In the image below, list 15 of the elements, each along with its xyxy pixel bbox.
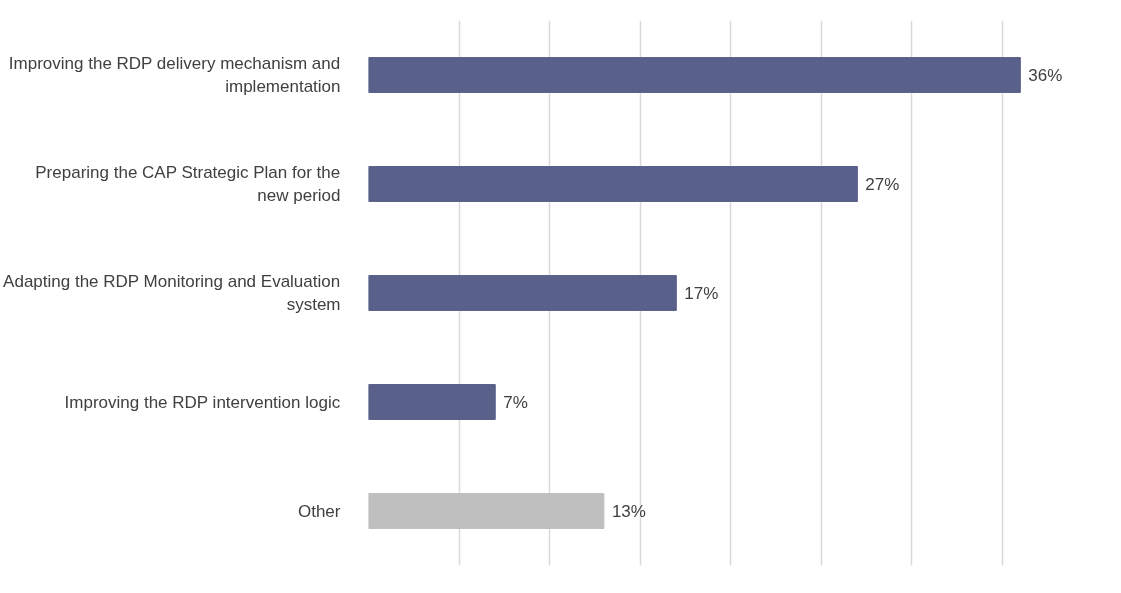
- bar: [368, 57, 1021, 93]
- y-tick-label: Adapting the RDP Monitoring and Evaluation system: [3, 272, 341, 314]
- y-tick-label: Other: [297, 501, 341, 521]
- bar: [368, 166, 858, 202]
- data-label: 13%: [611, 501, 646, 521]
- y-tick-label: Improving the RDP intervention logic: [64, 392, 341, 412]
- data-label: 27%: [865, 174, 900, 194]
- y-tick-label: Preparing the CAP Strategic Plan for the new period: [35, 163, 341, 205]
- bar: [368, 384, 496, 420]
- y-tick-label: Improving the RDP delivery mechanism and implementation: [8, 54, 341, 96]
- bar: [368, 493, 605, 529]
- data-label: 17%: [684, 283, 719, 303]
- bar: [368, 275, 677, 311]
- data-label: 36%: [1028, 65, 1063, 85]
- data-label: 7%: [503, 392, 528, 412]
